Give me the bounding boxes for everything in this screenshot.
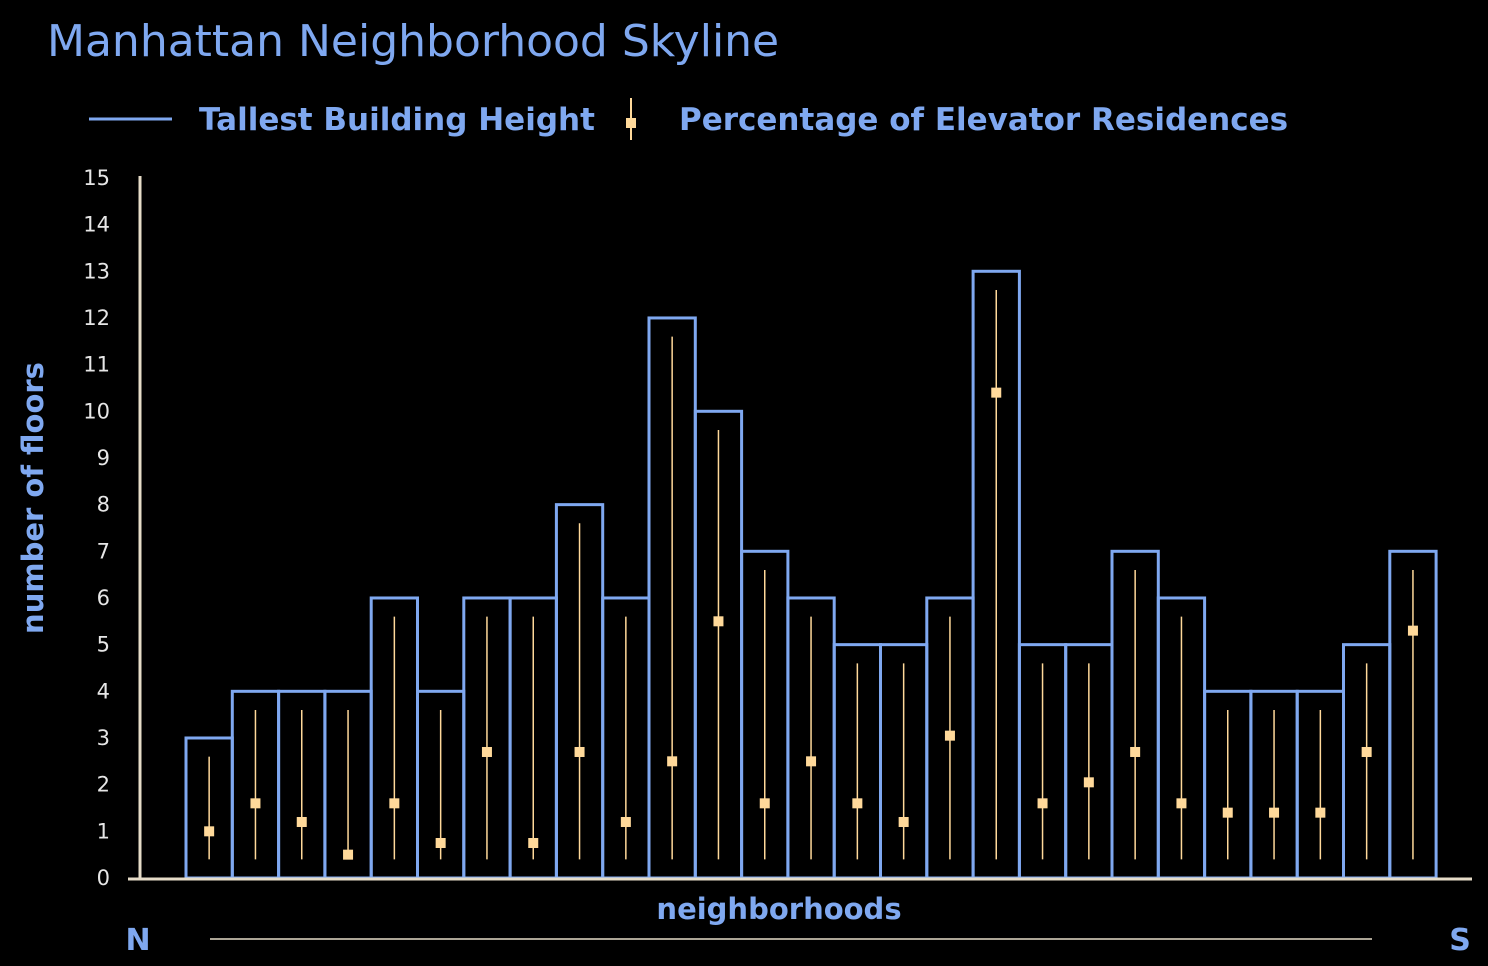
elevator-point	[991, 387, 1002, 398]
elevator-point	[620, 816, 631, 827]
elevator-point	[806, 756, 817, 767]
y-tick-label: 15	[83, 166, 110, 190]
elevator-point	[1037, 798, 1048, 809]
y-tick-label: 3	[97, 726, 110, 750]
y-axis-label: number of floors	[16, 362, 50, 634]
elevator-point	[898, 816, 909, 827]
legend: Tallest Building Height Percentage of El…	[89, 98, 1288, 140]
elevator-point	[944, 730, 955, 741]
y-tick-label: 2	[97, 773, 110, 797]
y-tick-label: 6	[97, 586, 110, 610]
elevator-point	[574, 746, 585, 757]
y-tick-label: 9	[97, 446, 110, 470]
elevator-point	[1361, 746, 1372, 757]
direction-end-label: S	[1449, 923, 1471, 958]
elevator-point	[296, 816, 307, 827]
y-tick-label: 8	[97, 493, 110, 517]
elevator-markers	[204, 289, 1418, 860]
y-tick-label: 4	[97, 679, 110, 703]
elevator-point	[713, 616, 724, 627]
elevator-point	[1130, 746, 1141, 757]
elevator-point	[1407, 625, 1418, 636]
elevator-point	[481, 746, 492, 757]
elevator-point	[1083, 777, 1094, 788]
y-tick-label: 1	[97, 819, 110, 843]
elevator-point	[759, 798, 770, 809]
elevator-point	[852, 798, 863, 809]
elevator-point	[667, 756, 678, 767]
elevator-point	[389, 798, 400, 809]
chart-title: Manhattan Neighborhood Skyline	[47, 16, 779, 67]
direction-start-label: N	[125, 923, 150, 958]
y-tick-label: 7	[97, 539, 110, 563]
elevator-point	[1315, 807, 1326, 818]
legend-marker-swatch	[626, 118, 636, 128]
y-tick-label: 10	[83, 399, 110, 423]
elevator-point	[343, 849, 354, 860]
legend-label-elevator: Percentage of Elevator Residences	[679, 102, 1288, 138]
y-tick-label: 5	[97, 633, 110, 657]
elevator-point	[1222, 807, 1233, 818]
elevator-point	[528, 837, 539, 848]
y-tick-label: 11	[83, 353, 110, 377]
elevator-point	[1176, 798, 1187, 809]
elevator-point	[435, 837, 446, 848]
elevator-point	[1269, 807, 1280, 818]
y-tick-label: 14	[83, 213, 110, 237]
x-axis-label: neighborhoods	[656, 892, 901, 926]
y-tick-label: 13	[83, 259, 110, 283]
elevator-point	[204, 826, 215, 837]
legend-label-height: Tallest Building Height	[199, 102, 595, 138]
y-tick-label: 12	[83, 306, 110, 330]
y-tick-label: 0	[97, 866, 110, 890]
elevator-point	[250, 798, 261, 809]
